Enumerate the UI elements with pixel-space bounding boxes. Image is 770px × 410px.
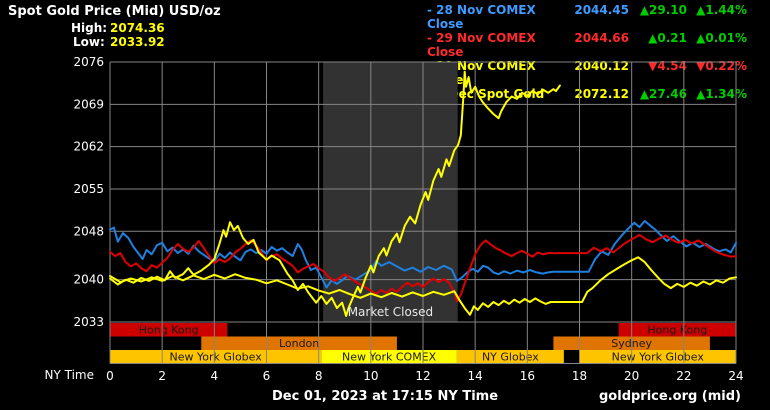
legend-series-change-3: ▲27.46 — [639, 87, 687, 101]
price-line — [109, 233, 737, 303]
session-bar — [456, 350, 564, 364]
x-tick-label: 22 — [676, 369, 691, 383]
y-tick-label: 2062 — [73, 140, 104, 154]
x-tick-label: 10 — [363, 369, 378, 383]
legend-series-change-1: ▲0.21 — [648, 31, 687, 45]
session-bar — [618, 323, 736, 337]
timestamp-caption: Dec 01, 2023 at 17:15 NY Time — [271, 389, 499, 404]
session-bar-label: Hong Kong — [139, 324, 199, 337]
session-bar-label: London — [279, 337, 319, 350]
legend-series-change-pct-1: ▲0.01% — [696, 31, 747, 45]
attribution-link[interactable]: goldprice.org (mid) — [599, 389, 741, 404]
x-axis-title: NY Time — [44, 368, 95, 382]
x-tick-label: 2 — [158, 369, 166, 383]
low-value: 2033.92 — [110, 35, 165, 49]
chart-title: Spot Gold Price (Mid) USD/oz — [8, 4, 221, 19]
high-label: High: — [71, 21, 108, 35]
x-tick-label: 24 — [728, 369, 743, 383]
legend-series-change-0: ▲29.10 — [639, 3, 687, 17]
legend-series-value-0: 2044.45 — [574, 3, 629, 17]
y-tick-label: 2069 — [73, 97, 104, 111]
legend: - 28 Nov COMEX Close 2044.45 ▲29.10 ▲1.44% -… — [427, 3, 747, 101]
x-tick-label: 12 — [415, 369, 430, 383]
x-tick-label: 0 — [106, 369, 114, 383]
y-tick-label: 2040 — [73, 273, 104, 287]
x-tick-label: 18 — [572, 369, 587, 383]
y-tick-label: 2055 — [73, 182, 104, 196]
y-tick-label: 2033 — [73, 315, 104, 329]
y-tick-label: 2048 — [73, 224, 104, 238]
session-bar-label: Hong Kong — [647, 324, 707, 337]
x-tick-label: 8 — [315, 369, 323, 383]
x-tick-label: 16 — [520, 369, 535, 383]
y-tick-label: 2076 — [73, 55, 104, 69]
session-bar-label: New York COMEX — [342, 351, 437, 364]
session-bar-label: NY Globex — [482, 351, 539, 364]
session-bar — [579, 350, 736, 364]
x-tick-label: 4 — [211, 369, 219, 383]
x-tick-label: 20 — [624, 369, 639, 383]
legend-series-name-1: - 29 Nov COMEX Close — [427, 31, 536, 59]
session-bar — [110, 350, 322, 364]
market-closed-label: Market Closed — [348, 305, 433, 319]
legend-series-change-pct-0: ▲1.44% — [696, 3, 747, 17]
session-bar — [201, 336, 397, 350]
session-bar-label: New York Globex — [612, 351, 705, 364]
legend-series-name-0: - 28 Nov COMEX Close — [427, 3, 536, 31]
price-line — [109, 70, 561, 317]
x-tick-label: 14 — [468, 369, 483, 383]
price-line — [109, 256, 737, 316]
legend-series-change-pct-3: ▲1.34% — [696, 87, 747, 101]
session-bar — [110, 323, 228, 337]
high-value: 2074.36 — [110, 21, 165, 35]
legend-series-value-1: 2044.66 — [574, 31, 629, 45]
session-bar-label: New York Globex — [170, 351, 263, 364]
x-tick-label: 6 — [263, 369, 271, 383]
market-closed-band — [323, 62, 458, 322]
price-line — [109, 220, 737, 289]
low-label: Low: — [73, 35, 105, 49]
legend-series-value-3: 2072.12 — [574, 87, 629, 101]
